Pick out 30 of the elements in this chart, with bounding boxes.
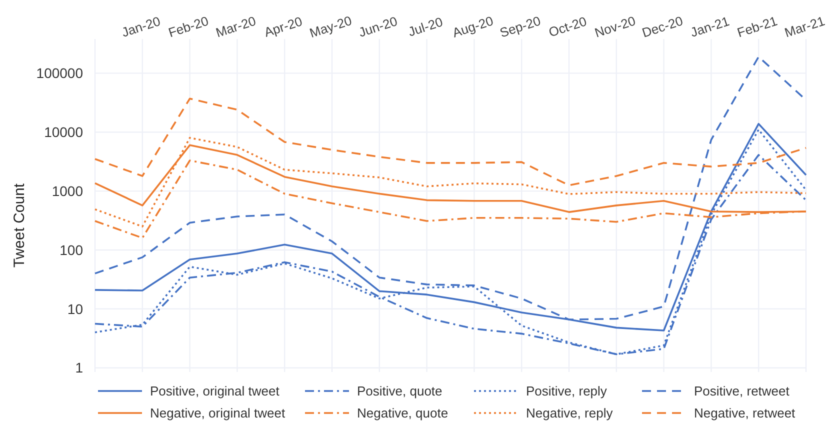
x-tick-label: May-20 — [308, 12, 354, 41]
legend-label: Negative, quote — [357, 406, 448, 421]
x-tick-label: Sep-20 — [498, 13, 542, 40]
y-tick-label: 10 — [67, 300, 84, 317]
legend-label: Positive, reply — [526, 384, 608, 399]
legend-label: Positive, quote — [357, 384, 442, 399]
legend-label: Negative, reply — [526, 406, 614, 421]
legend-label: Negative, retweet — [694, 406, 796, 421]
legend-label: Positive, retweet — [694, 384, 790, 399]
legend-label: Negative, original tweet — [150, 406, 286, 421]
x-tick-label: Mar-20 — [214, 13, 258, 40]
y-tick-label: 100 — [60, 242, 84, 258]
x-tick-label: Jul-20 — [406, 14, 445, 40]
x-tick-label: Dec-20 — [640, 13, 685, 40]
y-tick-label: 100000 — [36, 65, 84, 82]
legend-label: Positive, original tweet — [150, 384, 280, 399]
x-tick-label: Jan-20 — [120, 13, 162, 40]
x-tick-label: Oct-20 — [546, 14, 588, 40]
x-tick-label: Feb-21 — [735, 13, 780, 40]
y-tick-label: 1000 — [52, 182, 84, 199]
x-tick-label: Apr-20 — [262, 14, 304, 40]
x-tick-label: Nov-20 — [592, 13, 638, 40]
x-tick-label: Jun-20 — [356, 13, 400, 40]
x-tick-label: Jan-21 — [688, 13, 732, 40]
y-tick-label: 1 — [75, 360, 84, 376]
y-tick-label: 10000 — [44, 124, 84, 140]
x-tick-label: Feb-20 — [166, 13, 210, 40]
x-tick-label: Aug-20 — [450, 13, 496, 40]
x-tick-label: Mar-21 — [782, 13, 827, 40]
y-axis-title: Tweet Count — [11, 182, 28, 268]
